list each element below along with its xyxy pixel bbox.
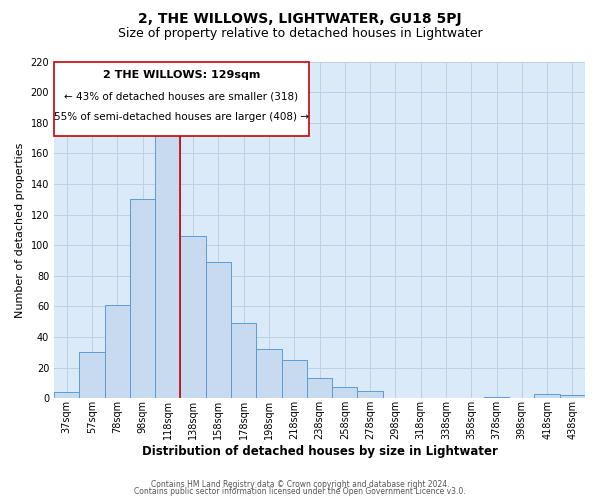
Bar [155, 118, 181, 398]
Bar [560, 395, 585, 398]
FancyBboxPatch shape [54, 62, 309, 136]
Bar [484, 396, 509, 398]
Bar [535, 394, 560, 398]
Bar [206, 262, 231, 398]
Bar [54, 392, 79, 398]
Text: 2 THE WILLOWS: 129sqm: 2 THE WILLOWS: 129sqm [103, 70, 260, 80]
Bar [104, 305, 130, 398]
Text: Contains HM Land Registry data © Crown copyright and database right 2024.: Contains HM Land Registry data © Crown c… [151, 480, 449, 489]
Bar [256, 349, 281, 398]
Bar [231, 323, 256, 398]
Y-axis label: Number of detached properties: Number of detached properties [15, 142, 25, 318]
Bar [79, 352, 104, 398]
Bar [332, 388, 358, 398]
Bar [130, 199, 155, 398]
Bar [307, 378, 332, 398]
Text: 2, THE WILLOWS, LIGHTWATER, GU18 5PJ: 2, THE WILLOWS, LIGHTWATER, GU18 5PJ [138, 12, 462, 26]
Bar [358, 390, 383, 398]
Bar [181, 236, 206, 398]
Text: 55% of semi-detached houses are larger (408) →: 55% of semi-detached houses are larger (… [54, 112, 309, 122]
X-axis label: Distribution of detached houses by size in Lightwater: Distribution of detached houses by size … [142, 444, 497, 458]
Text: Size of property relative to detached houses in Lightwater: Size of property relative to detached ho… [118, 28, 482, 40]
Bar [281, 360, 307, 398]
Text: Contains public sector information licensed under the Open Government Licence v3: Contains public sector information licen… [134, 487, 466, 496]
Text: ← 43% of detached houses are smaller (318): ← 43% of detached houses are smaller (31… [64, 91, 299, 101]
